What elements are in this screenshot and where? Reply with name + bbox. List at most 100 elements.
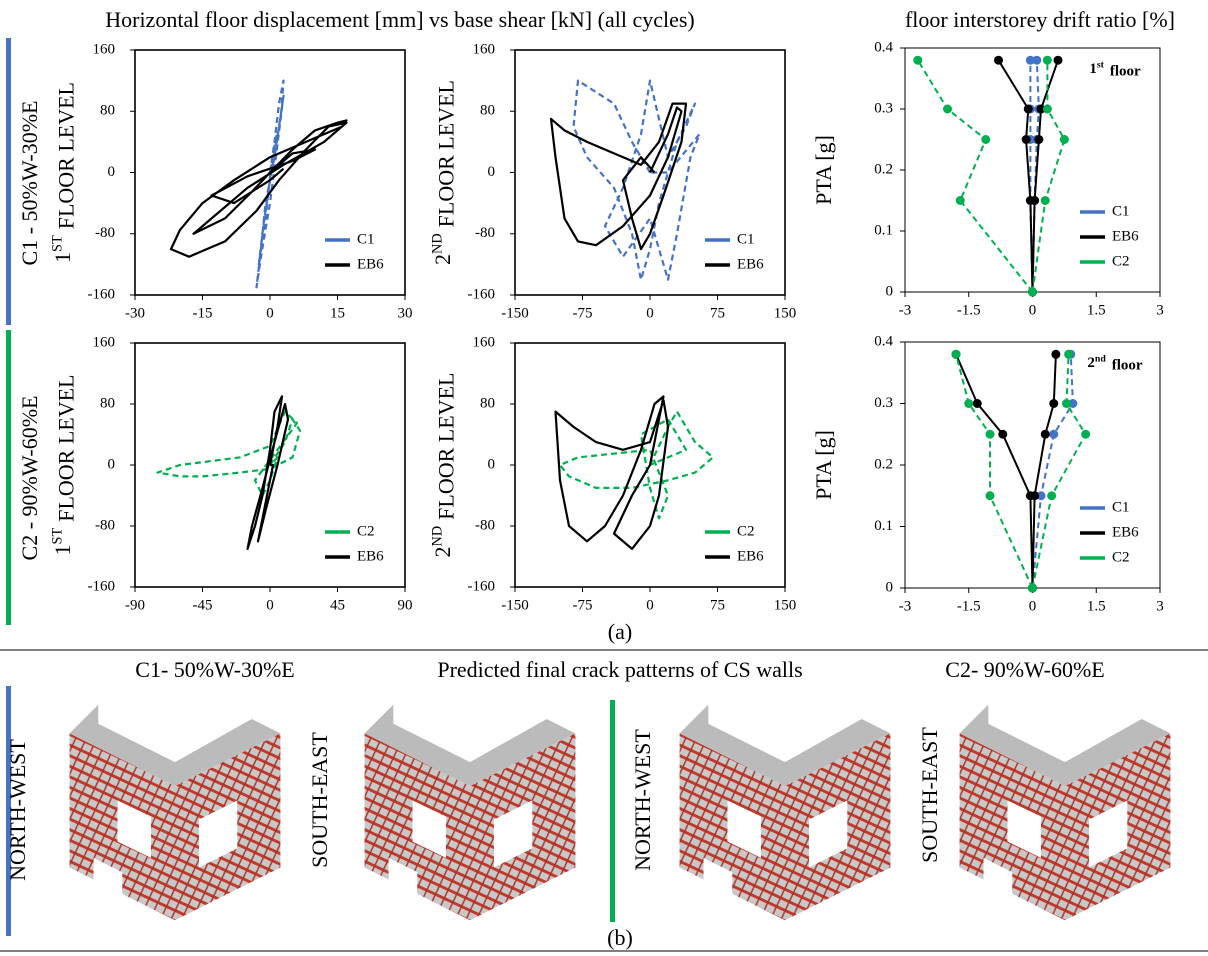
x-tick-label: 0 (266, 597, 274, 613)
data-point (1041, 196, 1050, 205)
y-tick-label: 160 (473, 334, 496, 350)
data-point (1032, 56, 1041, 65)
label-sup: st (1097, 60, 1105, 71)
label-part: 1 (50, 252, 75, 263)
x-tick-label: -150 (501, 597, 529, 613)
data-point (998, 430, 1007, 439)
y-tick-label: -160 (88, 286, 116, 302)
legend-label: EB6 (1112, 524, 1139, 540)
row-bar (6, 38, 11, 325)
x-tick-label: -150 (501, 305, 529, 321)
y-tick-label: -160 (88, 578, 116, 594)
data-point (1043, 105, 1052, 114)
legend-label: EB6 (737, 548, 764, 564)
label-sup: ND (430, 233, 446, 254)
label-sup: nd (1095, 354, 1106, 365)
x-tick-label: 1.5 (1087, 302, 1106, 318)
series-line (248, 396, 289, 549)
label-part: FLOOR LEVEL (434, 80, 459, 227)
data-point (1034, 135, 1043, 144)
view-label: NORTH-WEST (5, 739, 30, 881)
row-label: C1 - 50%W-30%E (17, 101, 42, 266)
y-tick-label: 0 (488, 456, 496, 472)
legend-label: EB6 (737, 256, 764, 272)
x-tick-label: 1.5 (1087, 598, 1106, 614)
label-part: 2 (430, 546, 455, 557)
x-tick-label: -75 (573, 305, 593, 321)
series-line (956, 354, 1086, 588)
label-sup: ST (50, 235, 66, 252)
legend-label: EB6 (357, 548, 384, 564)
data-point (1049, 399, 1058, 408)
x-tick-label: 0 (646, 305, 654, 321)
x-tick-label: -90 (125, 597, 145, 613)
legend-label: C1 (1112, 203, 1130, 219)
label-part: 1 (50, 544, 75, 555)
panel-label: (a) (608, 619, 632, 644)
series-line (556, 396, 669, 549)
data-point (964, 399, 973, 408)
case-bar (610, 700, 615, 922)
data-point (986, 430, 995, 439)
y-tick-label: -80 (95, 225, 115, 241)
x-tick-label: 75 (710, 597, 725, 613)
data-point (1024, 105, 1033, 114)
x-tick-label: 0 (266, 305, 274, 321)
legend-label: C1 (357, 231, 375, 247)
data-point (913, 56, 922, 65)
axis-label: 1ST FLOOR LEVEL (50, 82, 79, 263)
panel-title: Predicted final crack patterns of CS wal… (437, 657, 802, 682)
x-tick-label: -1.5 (957, 302, 981, 318)
y-tick-label: -80 (475, 517, 495, 533)
y-tick-label: -80 (475, 225, 495, 241)
legend-label: C1 (1112, 499, 1130, 515)
y-tick-label: 0 (886, 579, 894, 595)
axis-label: 1STFLOOR LEVEL (50, 375, 79, 556)
case-title: C2- 90%W-60%E (945, 657, 1104, 682)
data-point (1028, 288, 1037, 297)
x-tick-label: 3 (1156, 302, 1164, 318)
figure: Horizontal floor displacement [mm] vs ba… (0, 0, 1208, 956)
y-tick-label: 160 (93, 334, 116, 350)
legend-label: C2 (737, 523, 755, 539)
data-point (956, 196, 965, 205)
data-point (952, 350, 961, 359)
crack-pattern-image (365, 705, 576, 921)
x-tick-label: 3 (1156, 598, 1164, 614)
x-tick-label: -15 (193, 305, 213, 321)
y-tick-label: 0.3 (874, 395, 893, 411)
data-point (1060, 135, 1069, 144)
label-part: 2 (430, 254, 455, 265)
legend-label: C2 (357, 523, 375, 539)
x-tick-label: 90 (398, 597, 413, 613)
crack-pattern-image (960, 705, 1171, 921)
panel-label: (b) (607, 925, 633, 950)
x-tick-label: -45 (193, 597, 213, 613)
y-tick-label: 0.1 (874, 518, 893, 534)
legend-label: C2 (1112, 253, 1130, 269)
y-axis-label: PTA [g] (811, 135, 836, 205)
data-point (1081, 430, 1090, 439)
axis-label: 2ND FLOOR LEVEL (430, 80, 459, 265)
y-tick-label: 0.4 (874, 39, 893, 55)
label-part: 1 (1089, 61, 1097, 77)
data-point (1030, 196, 1039, 205)
data-point (1049, 430, 1058, 439)
data-point (973, 399, 982, 408)
y-tick-label: 80 (100, 395, 115, 411)
view-label: SOUTH-EAST (307, 732, 332, 868)
label-sup: ST (50, 528, 66, 545)
label-part: floor (1110, 64, 1141, 80)
y-tick-label: 0.1 (874, 222, 893, 238)
x-tick-label: 15 (330, 305, 345, 321)
x-tick-label: -3 (899, 598, 912, 614)
label-part: FLOOR LEVEL (54, 82, 79, 229)
view-label: SOUTH-EAST (917, 727, 942, 863)
series-line (918, 60, 1065, 292)
x-tick-label: 0 (646, 597, 654, 613)
legend-label: C2 (1112, 549, 1130, 565)
x-tick-label: 150 (774, 305, 797, 321)
x-tick-label: 0 (1029, 598, 1037, 614)
data-point (943, 105, 952, 114)
x-tick-label: 30 (398, 305, 413, 321)
